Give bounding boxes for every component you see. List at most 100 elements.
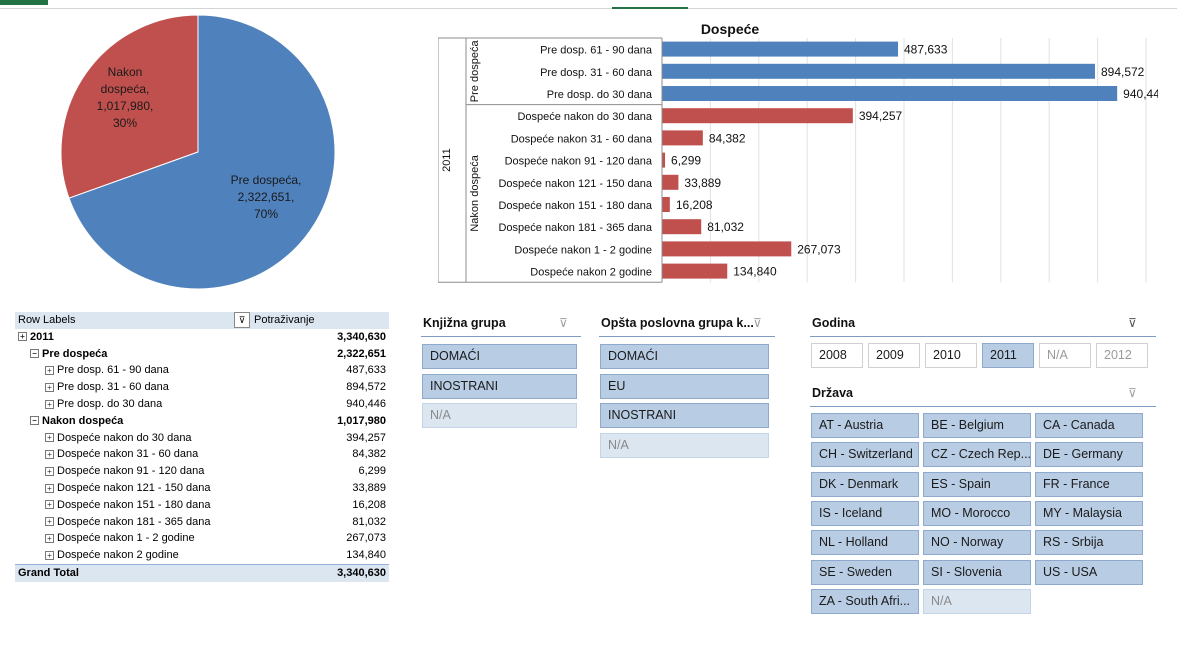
expand-icon[interactable]: + [45, 365, 54, 375]
grand-total-value: 3,340,630 [337, 566, 386, 579]
pivot-row-value: 84,382 [352, 448, 386, 461]
expand-icon[interactable]: + [45, 399, 54, 409]
bar-3[interactable] [662, 108, 853, 124]
pivot-row-value: 2,322,651 [337, 347, 386, 360]
category-label: Dospeće nakon 1 - 2 godine [514, 244, 652, 256]
slicer-item[interactable]: RS - Srbija [1035, 530, 1143, 556]
slicer-item[interactable]: DOMAĆI [600, 344, 769, 369]
pivot-row-label: Dospeće nakon do 30 dana [57, 431, 192, 444]
pivot-row: +2011 3,340,630 [15, 329, 389, 346]
filter-icon[interactable]: ⊽ [234, 312, 250, 328]
slicer-item[interactable]: CZ - Czech Rep... [923, 442, 1031, 468]
group-label-nakon: Nakon dospeća [469, 154, 481, 231]
category-label: Pre dosp. do 30 dana [547, 89, 653, 101]
bar-1[interactable] [662, 63, 1095, 79]
expand-icon[interactable]: + [45, 449, 54, 459]
pivot-row-label: Pre dosp. 31 - 60 dana [57, 381, 169, 394]
slicer-item[interactable]: N/A [923, 588, 1031, 614]
slicer-item[interactable]: IS - Iceland [811, 500, 919, 526]
slicer-item[interactable]: 2008 [811, 343, 863, 368]
expand-icon[interactable]: + [45, 466, 54, 476]
slicer-item[interactable]: BE - Belgium [923, 413, 1031, 438]
slicer-item[interactable]: 2011 [982, 343, 1034, 368]
pivot-row: − Pre dospeća 2,322,651 [15, 346, 389, 363]
expand-icon[interactable]: + [45, 533, 54, 543]
collapse-icon[interactable]: − [30, 416, 39, 426]
slicer-divider [810, 406, 1156, 407]
grand-total-label: Grand Total [18, 566, 79, 579]
slicer-item[interactable]: DE - Germany [1035, 442, 1143, 468]
slicer-item[interactable]: 2010 [925, 343, 977, 368]
slicer-item[interactable]: US - USA [1035, 559, 1143, 585]
clear-filter-icon[interactable]: ⊽ [1128, 386, 1137, 400]
slicer-item[interactable]: ZA - South Afri... [811, 588, 919, 614]
pivot-row-label: Dospeće nakon 181 - 365 dana [57, 515, 211, 528]
expand-icon[interactable]: + [45, 517, 54, 527]
bar-9[interactable] [662, 241, 792, 257]
clear-filter-icon[interactable]: ⊽ [559, 316, 568, 330]
bar-10[interactable] [662, 263, 728, 279]
slicer-item[interactable]: N/A [1039, 343, 1091, 368]
pivot-row-label: Pre dosp. do 30 dana [57, 397, 163, 410]
pivot-row: + Pre dosp. 61 - 90 dana 487,633 [15, 362, 389, 379]
pivot-row-label: Dospeće nakon 31 - 60 dana [57, 448, 199, 461]
expand-icon[interactable]: + [45, 500, 54, 510]
slicer-item[interactable]: 2009 [868, 343, 920, 368]
pivot-row-value: 1,017,980 [337, 414, 386, 427]
expand-icon[interactable]: + [45, 550, 54, 560]
slicer-item[interactable]: DK - Denmark [811, 471, 919, 497]
collapse-icon[interactable]: − [30, 349, 39, 359]
pivot-row: + Dospeće nakon do 30 dana 394,257 [15, 430, 389, 447]
bar-8[interactable] [662, 219, 702, 235]
slicer-item[interactable]: MO - Morocco [923, 500, 1031, 526]
slicer-item[interactable]: 2012 [1096, 343, 1148, 368]
bar-2[interactable] [662, 86, 1118, 101]
bar-data-label: 134,840 [733, 265, 777, 279]
pie-slice-pre[interactable] [68, 14, 336, 290]
pivot-table: Row Labels ⊽ Potraživanje +2011 3,340,630… [15, 312, 389, 582]
slicer-item[interactable]: EU [600, 373, 769, 399]
slicer-item[interactable]: FR - France [1035, 471, 1143, 497]
expand-icon[interactable]: + [45, 433, 54, 443]
pie-chart: Nakon dospeća, 1,017,980, 30% Pre dospeć… [0, 0, 400, 300]
top-divider [0, 8, 1177, 9]
slicer-divider [810, 336, 1156, 337]
slicer-item[interactable]: CH - Switzerland [811, 442, 919, 468]
bar-5[interactable] [662, 152, 666, 168]
clear-filter-icon[interactable]: ⊽ [1128, 316, 1137, 330]
pivot-row: + Dospeće nakon 121 - 150 dana 33,889 [15, 480, 389, 497]
pivot-row: + Dospeće nakon 91 - 120 dana 6,299 [15, 463, 389, 480]
slicer-item[interactable]: NO - Norway [923, 530, 1031, 556]
slicer-item[interactable]: N/A [422, 403, 577, 428]
expand-icon[interactable]: + [45, 382, 54, 392]
expand-icon[interactable]: + [18, 332, 27, 342]
slicer-item[interactable]: AT - Austria [811, 413, 919, 438]
slicer-item[interactable]: INOSTRANI [600, 403, 769, 428]
pie-slice-nakon[interactable] [60, 14, 199, 199]
slicer-item[interactable]: SI - Slovenia [923, 559, 1031, 585]
pivot-row-label: Dospeće nakon 121 - 150 dana [57, 481, 211, 494]
group-label-pre: Pre dospeća [469, 40, 481, 103]
clear-filter-icon[interactable]: ⊽ [753, 316, 762, 330]
slicer-item[interactable]: ES - Spain [923, 471, 1031, 497]
slicer-item[interactable]: DOMAĆI [422, 344, 577, 369]
slicer-item[interactable]: SE - Sweden [811, 559, 919, 585]
pivot-row-label: 2011 [30, 330, 54, 343]
slicer-divider [599, 336, 775, 337]
slicer-godina: Godina ⊽ 2008 2009 2010 2011 N/A 2012 [810, 316, 1156, 376]
slicer-item[interactable]: N/A [600, 432, 769, 458]
expand-icon[interactable]: + [45, 483, 54, 493]
slicer-item[interactable]: INOSTRANI [422, 373, 577, 399]
category-label: Dospeće nakon 151 - 180 dana [498, 200, 652, 212]
bar-6[interactable] [662, 174, 679, 190]
slicer-item[interactable]: CA - Canada [1035, 413, 1143, 438]
bar-4[interactable] [662, 130, 703, 146]
slicer-item[interactable]: NL - Holland [811, 530, 919, 556]
bar-0[interactable] [662, 41, 899, 57]
slicer-item[interactable]: MY - Malaysia [1035, 500, 1143, 526]
pivot-header-label: Row Labels [18, 314, 76, 326]
bar-7[interactable] [662, 197, 670, 212]
pivot-row-value: 134,840 [346, 549, 386, 562]
bar-data-label: 16,208 [676, 198, 713, 212]
pivot-body: +2011 3,340,630− Pre dospeća 2,322,651 + Pre … [15, 329, 389, 564]
